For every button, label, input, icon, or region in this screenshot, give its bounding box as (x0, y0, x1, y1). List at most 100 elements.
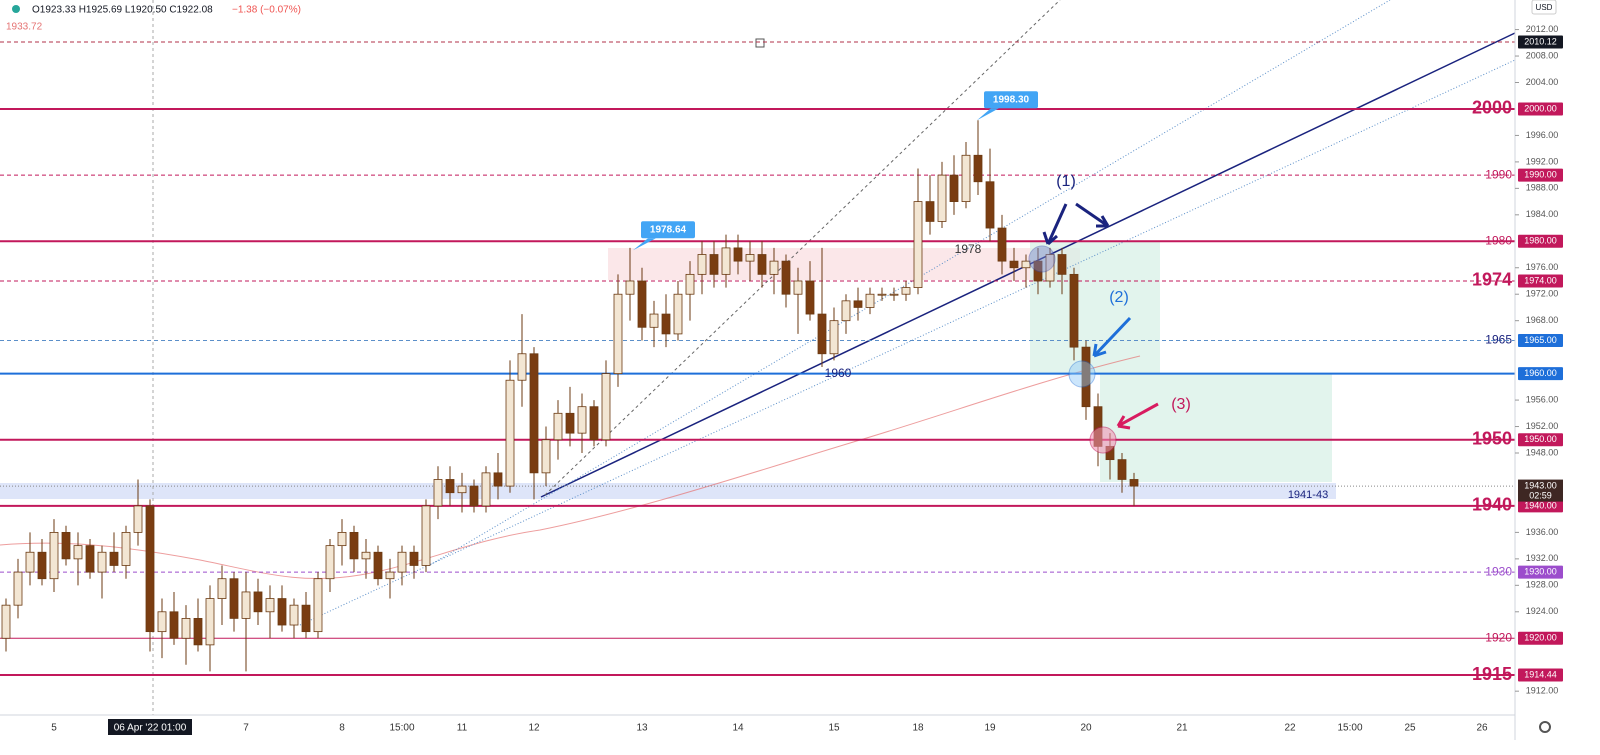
candle-body (697, 254, 707, 275)
candle-body (337, 531, 347, 547)
note: (2) (1109, 289, 1129, 306)
price-box (1518, 168, 1563, 182)
x-tick-label: 22 (1284, 723, 1296, 734)
y-tick-label: 1936.00 (1526, 527, 1559, 537)
candle-body (793, 280, 803, 295)
candle-body (757, 254, 767, 275)
y-tick-label: 2008.00 (1526, 50, 1559, 60)
candle-body (817, 313, 827, 355)
candle-body (985, 181, 995, 229)
candle-body (277, 598, 287, 626)
x-axis: 5 06 Apr '22 01:00 7 8 15:00 11 12 13 14 15 18 19 20… (51, 719, 1488, 735)
x-tick-label: 14 (732, 723, 744, 734)
candle-body (877, 293, 887, 296)
price-box (1518, 334, 1563, 348)
currency[interactable]: USD (1536, 3, 1553, 12)
x-tick-label: 25 (1404, 723, 1416, 734)
candle-body (865, 293, 875, 308)
x-tick-label: 5 (51, 723, 57, 734)
price-box (1518, 35, 1563, 49)
candle-body (541, 439, 551, 474)
candle-body (517, 353, 527, 381)
price-label: 1914.44 (1524, 669, 1557, 679)
candle-body (25, 551, 35, 573)
candle-body (937, 174, 947, 222)
candle-body (373, 551, 383, 580)
level-label: 2000 (1472, 98, 1512, 118)
candle-body (1117, 459, 1127, 480)
arrow (1116, 402, 1159, 430)
candle-body (841, 300, 851, 322)
candle-body (745, 254, 755, 262)
currency-button[interactable] (1531, 0, 1557, 15)
price-box (1518, 274, 1563, 288)
candle-body (961, 154, 971, 202)
level-label: 1920 (1485, 630, 1512, 644)
candle-body (913, 201, 923, 289)
resistance-zone (608, 248, 1080, 280)
y-tick-label: 1992.00 (1526, 156, 1559, 166)
x-tick-label: 13 (636, 723, 648, 734)
y-tick-label: 2004.00 (1526, 77, 1559, 87)
moving-average (0, 355, 1141, 580)
candle-body (469, 485, 479, 507)
y-tick-label: 1972.00 (1526, 289, 1559, 299)
candle-body (397, 551, 407, 573)
candle-body (829, 320, 839, 355)
y-tick-label: 1956.00 (1526, 394, 1559, 404)
y-tick-label: 2012.00 (1526, 24, 1559, 34)
change: −1.38 (−0.07%) (232, 5, 301, 16)
arrow (1075, 202, 1110, 228)
arrow (1042, 203, 1068, 246)
candle-body (733, 247, 743, 262)
x-tick-label: 12 (528, 723, 540, 734)
candle-body (589, 406, 599, 441)
candle-body (97, 551, 107, 573)
candle-body (601, 373, 611, 441)
candle-body (529, 353, 539, 474)
candle-body (661, 313, 671, 335)
candle-body (145, 505, 155, 633)
settings-icon[interactable] (1539, 721, 1551, 733)
price-label: 1960.00 (1524, 368, 1557, 378)
countdown: 02:59 (1529, 490, 1552, 500)
level-label: 1980 (1485, 233, 1512, 247)
x-tick-label: 21 (1176, 723, 1188, 734)
candle-body (505, 379, 515, 487)
candle-body (301, 604, 311, 633)
marker (1028, 245, 1056, 273)
x-tick-label: 15:00 (389, 723, 414, 734)
candle-body (385, 571, 395, 580)
candle-body (973, 154, 983, 183)
price-label: 1974.00 (1524, 275, 1557, 285)
candle-body (109, 551, 119, 566)
price-box (1518, 479, 1563, 502)
y-tick-label: 1924.00 (1526, 606, 1559, 616)
candle-body (997, 227, 1007, 262)
y-tick-label: 1984.00 (1526, 209, 1559, 219)
candle-body (1057, 254, 1067, 275)
candle-body (433, 479, 443, 507)
y-tick-label: 1976.00 (1526, 262, 1559, 272)
prev-level: 1933.72 (6, 22, 43, 33)
candle-body (637, 280, 647, 328)
candle-body (181, 618, 191, 639)
x-tick-label: 06 Apr '22 01:00 (114, 723, 187, 734)
level-label: 1950 (1472, 429, 1512, 449)
candle-body (685, 273, 695, 295)
price-label: 2010.12 (1524, 36, 1557, 46)
note: 1941-43 (1288, 489, 1328, 501)
price-box (1518, 102, 1563, 116)
candle-body (133, 505, 143, 533)
callout-box (641, 221, 695, 239)
candle-body (1009, 260, 1019, 269)
candle-body (625, 280, 635, 295)
y-tick-label: 1952.00 (1526, 421, 1559, 431)
candle-body (73, 545, 83, 560)
price-label: 1965.00 (1524, 335, 1557, 345)
candle-body (565, 412, 575, 434)
candle-body (781, 260, 791, 295)
candle-body (1129, 479, 1139, 487)
candle-body (241, 591, 251, 619)
